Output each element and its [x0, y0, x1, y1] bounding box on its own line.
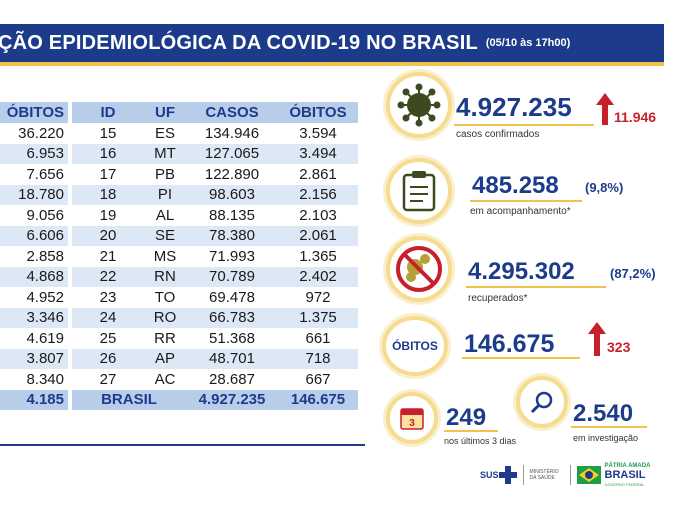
table-row: 2.858	[26, 247, 64, 265]
arrow-up-icon	[588, 322, 606, 356]
report-date: (05/10 às 17h00)	[485, 37, 571, 49]
footer-divider	[522, 465, 524, 485]
title-banner: ÇÃO EPIDEMIOLÓGICA DA COVID-19 NO BRASIL…	[0, 24, 664, 62]
table-row: 6.953	[0, 143, 68, 164]
table-header: ÓBITOS	[0, 102, 68, 123]
table-row: 4.868	[0, 266, 68, 287]
last-days-value: 249	[446, 404, 487, 431]
table-row: 19 AL 88.135 2.103	[99, 206, 337, 224]
table-row: 36.220	[18, 124, 64, 142]
table-row: 18.780	[0, 184, 68, 205]
table-row: 15 ES 134.946 3.594	[99, 124, 337, 142]
table-row: 18 PI 98.603 2.156	[72, 184, 358, 205]
confirmed-value: 4.927.235	[456, 92, 572, 122]
col-casos: CASOS	[205, 104, 259, 121]
table-bottom-rule	[0, 444, 365, 446]
investigation-underline	[571, 426, 647, 428]
table-row: 27 AC 28.687 667	[99, 370, 331, 388]
arrow-up-icon	[596, 93, 614, 125]
table-row: 3.346	[0, 307, 68, 328]
recovered-pct: (87,2%)	[610, 266, 656, 281]
investigation-label: em investigação	[573, 433, 639, 443]
col-id: ID	[100, 104, 116, 121]
table-row: 16 MT 127.065 3.494	[72, 143, 358, 164]
title-underline	[0, 62, 664, 66]
recovered-label: recuperados*	[468, 293, 528, 304]
gov-logo: PÁTRIA AMADA BRASIL GOVERNO FEDERAL	[604, 462, 651, 487]
magnifier-icon	[516, 376, 568, 428]
table-row: 8.340	[26, 370, 64, 388]
deaths-value: 146.675	[464, 330, 555, 358]
footer-divider	[569, 465, 571, 485]
sus-logo: SUS	[480, 466, 517, 484]
table-row: 7.656	[26, 165, 64, 183]
table-row: 9.056	[26, 206, 64, 224]
states-table: ID UF CASOS ÓBITOS 15 ES 134.946 3.594 16 MT 1…	[72, 102, 358, 410]
table-row: 17 PB 122.890 2.861	[99, 165, 337, 183]
col-uf: UF	[155, 104, 175, 121]
left-deaths-table: ÓBITOS 36.220 6.953 7.656 18.780 9.056 6.606 2…	[0, 102, 68, 410]
recovered-value: 4.295.302	[468, 258, 575, 285]
footer-logos: SUS MINISTÉRIO DA SAÚDE PÁTRIA AMADA BRA…	[480, 460, 664, 490]
monitoring-value: 485.258	[472, 172, 559, 199]
deaths-increase: 323	[607, 339, 631, 355]
last-days-underline	[444, 430, 498, 432]
recovered-underline	[466, 286, 606, 288]
no-virus-icon	[386, 236, 452, 302]
table-row: 25 RR 51.368 661	[99, 329, 331, 347]
table-row: 21 MS 71.993 1.365	[99, 247, 337, 265]
table-row: 22 RN 70.789 2.402	[72, 266, 358, 287]
page-title: ÇÃO EPIDEMIOLÓGICA DA COVID-19 NO BRASIL	[0, 31, 478, 54]
deaths-badge: ÓBITOS	[382, 316, 448, 376]
last-days-label: nos últimos 3 dias	[444, 436, 517, 446]
clipboard-icon	[386, 158, 452, 224]
virus-icon	[386, 72, 452, 138]
monitoring-label: em acompanhamento*	[470, 206, 571, 217]
table-row: 4.185	[0, 389, 68, 410]
table-row: 4.619	[26, 329, 64, 347]
confirmed-underline	[454, 124, 594, 126]
table-row: 23 TO 69.478 972	[99, 288, 331, 306]
calendar-icon: 3	[386, 392, 438, 444]
confirmed-increase: 11.946	[614, 109, 657, 125]
col-obitos: ÓBITOS	[289, 104, 347, 121]
deaths-underline	[462, 357, 580, 359]
brazil-flag-icon	[576, 466, 601, 484]
investigation-value: 2.540	[573, 400, 634, 427]
plus-icon	[498, 466, 517, 484]
table-header: ID UF CASOS ÓBITOS	[72, 102, 358, 123]
table-row: 3.807	[0, 348, 68, 369]
ministry-label: MINISTÉRIO DA SAÚDE	[529, 469, 559, 481]
table-row: 4.952	[26, 288, 64, 306]
table-row: 20 SE 78.380 2.061	[72, 225, 358, 246]
confirmed-label: casos confirmados	[456, 129, 540, 140]
monitoring-underline	[470, 200, 582, 202]
table-row: 24 RO 66.783 1.375	[72, 307, 358, 328]
table-total-row: BRASIL 4.927.235 146.675	[72, 389, 358, 410]
table-row: 6.606	[0, 225, 68, 246]
calendar-day: 3	[409, 418, 415, 429]
table-row: 26 AP 48.701 718	[72, 348, 358, 369]
monitoring-pct: (9,8%)	[585, 180, 624, 195]
